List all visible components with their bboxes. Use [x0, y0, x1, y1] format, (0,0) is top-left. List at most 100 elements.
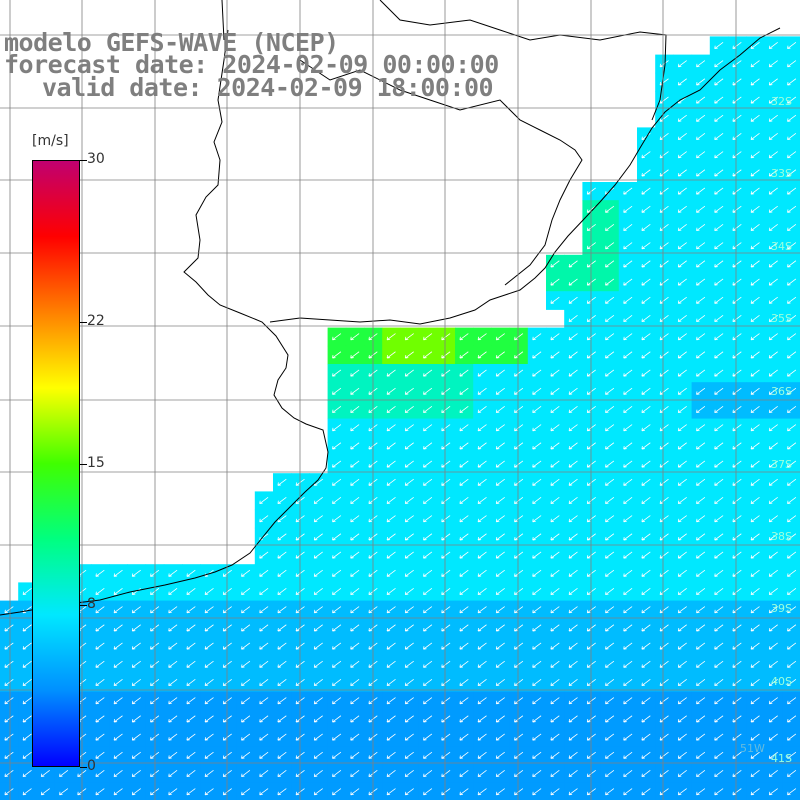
wind-arrow — [386, 515, 396, 523]
wind-arrow — [768, 333, 778, 341]
wind-arrow — [623, 406, 633, 414]
wind-arrow — [332, 460, 342, 468]
wind-arrow — [423, 478, 433, 486]
wind-arrow — [22, 697, 32, 705]
wind-arrow — [313, 697, 323, 705]
wind-arrow — [350, 551, 360, 559]
wind-arrow — [641, 151, 651, 159]
wind-arrow — [386, 624, 396, 632]
wind-arrow — [550, 551, 560, 559]
wind-arrow — [332, 351, 342, 359]
wind-arrow — [605, 424, 615, 432]
wind-arrow — [750, 533, 760, 541]
wind-arrow — [750, 460, 760, 468]
wind-arrow — [22, 751, 32, 759]
wind-arrow — [768, 497, 778, 505]
wind-arrow — [568, 406, 578, 414]
wind-arrow — [532, 369, 542, 377]
wind-arrow — [204, 588, 214, 596]
wind-arrow — [495, 369, 505, 377]
wind-arrow — [605, 588, 615, 596]
wind-arrow — [113, 697, 123, 705]
wind-arrow — [787, 224, 797, 232]
wind-arrow — [459, 660, 469, 668]
wind-arrow — [532, 515, 542, 523]
wind-arrow — [696, 387, 706, 395]
wind-arrow — [332, 588, 342, 596]
wind-arrow — [532, 733, 542, 741]
colorbar-tick-mark — [80, 160, 87, 161]
wind-arrow — [605, 278, 615, 286]
wind-arrow — [714, 42, 724, 50]
wind-arrow — [696, 60, 706, 68]
wind-arrow — [404, 715, 414, 723]
wind-arrow — [714, 478, 724, 486]
wind-arrow — [787, 351, 797, 359]
wind-arrow — [477, 424, 487, 432]
wind-arrow — [605, 515, 615, 523]
wind-arrow — [550, 460, 560, 468]
wind-arrow — [332, 369, 342, 377]
wind-arrow — [732, 278, 742, 286]
colorbar-tick-mark — [80, 605, 87, 607]
wind-arrow — [423, 770, 433, 778]
wind-arrow — [696, 588, 706, 596]
wind-arrow — [259, 606, 269, 614]
wind-arrow — [423, 460, 433, 468]
wind-arrow — [113, 606, 123, 614]
wind-arrow — [732, 715, 742, 723]
wind-arrow — [532, 351, 542, 359]
wind-arrow — [787, 460, 797, 468]
wind-arrow — [404, 515, 414, 523]
wind-arrow — [495, 424, 505, 432]
wind-arrow — [750, 624, 760, 632]
colorbar-tick-label: 0 — [87, 758, 96, 774]
wind-arrow — [768, 406, 778, 414]
wind-arrow — [605, 315, 615, 323]
wind-arrow — [277, 770, 287, 778]
wind-arrow — [586, 278, 596, 286]
wind-arrow — [768, 515, 778, 523]
wind-arrow — [787, 205, 797, 213]
wind-arrow — [768, 42, 778, 50]
wind-arrow — [168, 642, 178, 650]
wind-arrow — [750, 351, 760, 359]
wind-arrow — [768, 351, 778, 359]
wind-arrow — [586, 351, 596, 359]
wind-arrow — [623, 205, 633, 213]
wind-arrow — [386, 442, 396, 450]
wind-arrow — [550, 406, 560, 414]
wind-arrow — [404, 788, 414, 796]
wind-arrow — [568, 369, 578, 377]
wind-arrow — [732, 478, 742, 486]
wind-arrow — [750, 770, 760, 778]
wind-arrow — [641, 442, 651, 450]
wind-arrow — [641, 169, 651, 177]
wind-arrow — [459, 497, 469, 505]
wind-arrow — [313, 715, 323, 723]
wind-arrow — [168, 624, 178, 632]
wind-arrow — [4, 715, 14, 723]
wind-arrow — [641, 606, 651, 614]
wind-arrow — [241, 788, 251, 796]
wind-arrow — [386, 424, 396, 432]
wind-arrow — [768, 733, 778, 741]
wind-arrow — [586, 478, 596, 486]
wind-arrow — [514, 624, 524, 632]
wind-arrow — [696, 424, 706, 432]
wind-arrow — [787, 296, 797, 304]
wind-arrow — [787, 96, 797, 104]
wind-arrow — [350, 624, 360, 632]
wind-arrow — [313, 569, 323, 577]
wind-arrow — [514, 679, 524, 687]
wind-arrow — [423, 351, 433, 359]
wind-arrow — [768, 60, 778, 68]
wind-arrow — [514, 551, 524, 559]
wind-arrow — [386, 751, 396, 759]
wind-arrow — [677, 660, 687, 668]
wind-arrow — [641, 533, 651, 541]
wind-arrow — [532, 460, 542, 468]
wind-arrow — [732, 114, 742, 122]
wind-arrow — [623, 770, 633, 778]
